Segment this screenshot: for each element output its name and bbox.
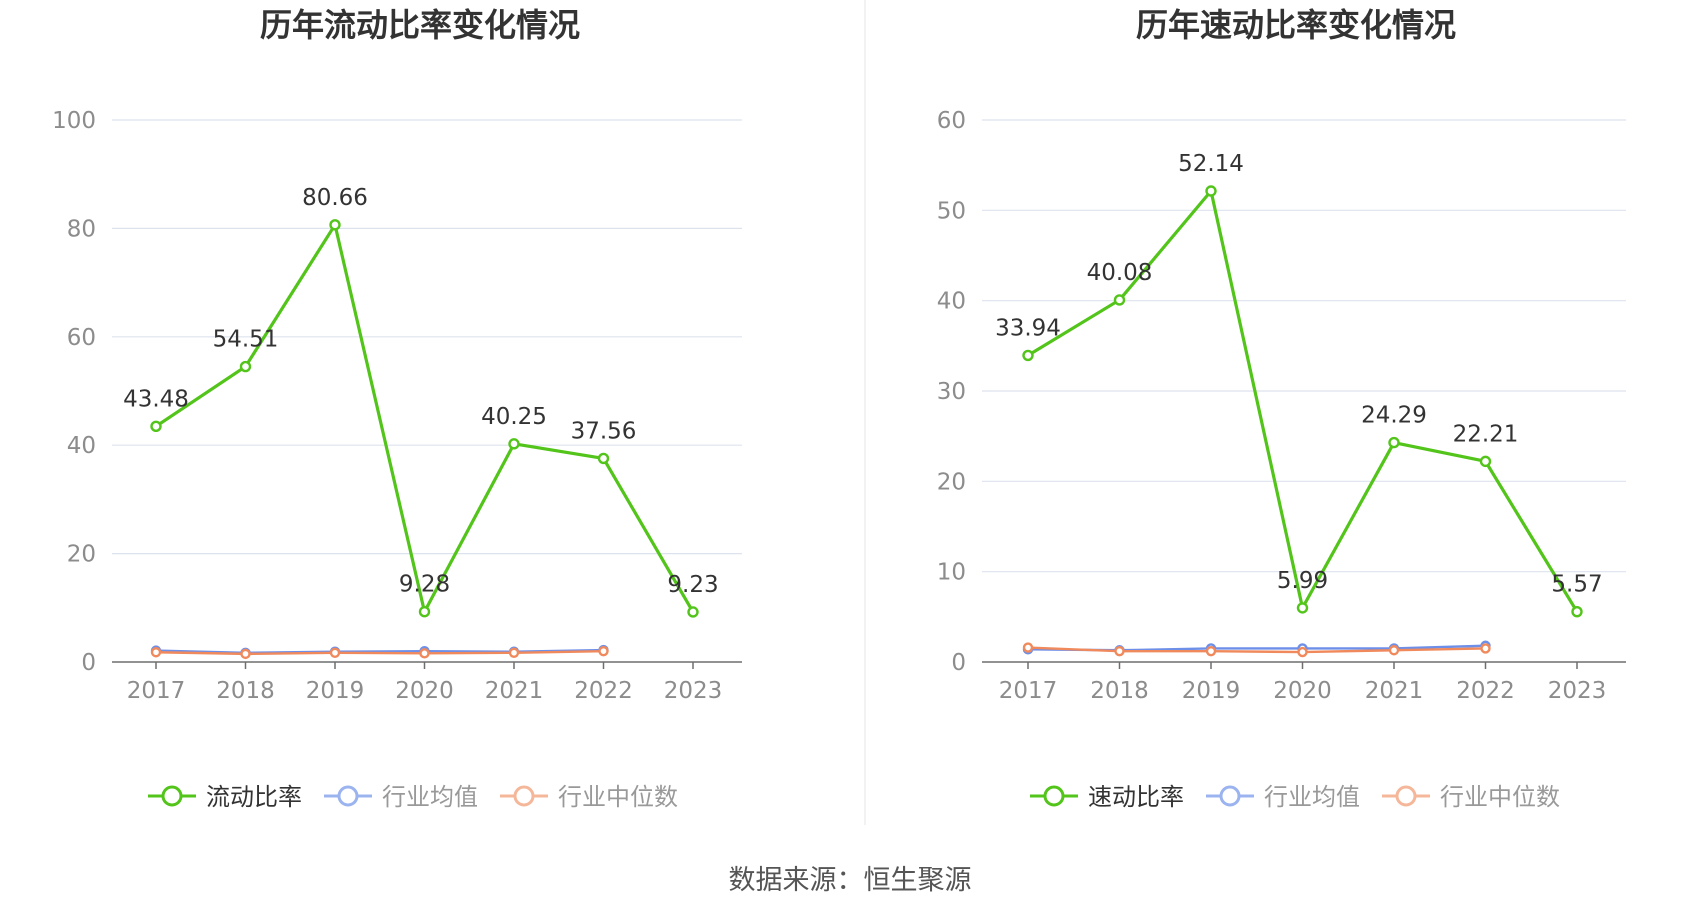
legend-item: 行业均值 [324, 783, 478, 811]
legend-marker-icon [337, 785, 359, 807]
x-tick-label: 2021 [485, 678, 544, 704]
legend: 流动比率 行业均值 行业中位数 [148, 783, 678, 811]
y-tick-label: 40 [937, 289, 966, 315]
data-point-2 [240, 648, 251, 660]
data-point-2 [1388, 645, 1400, 656]
data-point-0 [1022, 349, 1034, 362]
data-label: 43.48 [123, 386, 189, 412]
data-point-0 [1296, 602, 1309, 614]
series-line-0 [1027, 189, 1579, 613]
x-tick-label: 2019 [1182, 678, 1241, 704]
data-point-2 [419, 648, 430, 659]
data-point-0 [508, 438, 520, 450]
data-point-0 [239, 360, 252, 373]
x-tick-label: 2020 [395, 678, 454, 704]
legend-marker-icon [1219, 785, 1241, 807]
legend-marker-icon [1043, 785, 1065, 807]
series-line-2 [1027, 646, 1486, 654]
x-tick-label: 2018 [1090, 678, 1149, 704]
y-tick-label: 60 [67, 325, 96, 351]
x-tick-label: 2017 [999, 678, 1058, 704]
y-tick-label: 10 [937, 560, 966, 586]
legend-label: 速动比率 [1088, 783, 1184, 811]
data-label: 9.28 [399, 572, 450, 598]
data-point-0 [1571, 605, 1583, 618]
y-tick-label: 0 [81, 650, 96, 676]
x-tick-label: 2023 [664, 678, 723, 704]
x-tick-label: 2017 [127, 678, 186, 704]
x-tick-label: 2022 [574, 678, 633, 704]
data-point-0 [1479, 455, 1492, 468]
legend-label: 行业中位数 [558, 783, 678, 811]
data-label: 5.57 [1551, 572, 1602, 598]
data-label: 52.14 [1178, 151, 1244, 177]
y-tick-label: 40 [67, 433, 96, 459]
series-line-2 [155, 649, 604, 656]
x-tick-label: 2021 [1365, 678, 1424, 704]
y-tick-label: 60 [937, 108, 966, 134]
x-tick-label: 2019 [306, 678, 365, 704]
data-label: 9.23 [667, 572, 718, 598]
x-tick-label: 2018 [216, 678, 275, 704]
data-label: 24.29 [1361, 403, 1427, 429]
data-point-0 [150, 420, 162, 433]
legend-marker-icon [1395, 785, 1417, 807]
data-label: 54.51 [213, 327, 279, 353]
y-tick-label: 0 [951, 650, 966, 676]
legend-item: 行业中位数 [1382, 783, 1560, 811]
data-point-0 [597, 452, 610, 465]
data-label: 40.25 [481, 404, 547, 430]
legend-marker-icon [161, 785, 183, 807]
data-point-0 [418, 606, 431, 618]
legend-item: 行业中位数 [500, 783, 678, 811]
data-label: 22.21 [1453, 421, 1519, 447]
y-tick-label: 30 [937, 379, 966, 405]
data-point-0 [329, 219, 341, 231]
quick-ratio-chart: 历年速动比率变化情况 0 10 20 30 40 50 60 2017 2018 2019 2020 2… [937, 6, 1626, 811]
data-point-2 [1205, 645, 1217, 657]
y-tick-label: 100 [52, 108, 96, 134]
data-label: 33.94 [995, 315, 1061, 341]
data-point-0 [687, 606, 699, 618]
data-point-0 [1205, 185, 1217, 197]
y-tick-label: 20 [67, 542, 96, 568]
current-ratio-chart: 历年流动比率变化情况 0 20 40 60 80 100 2017 2018 2019 2020 20… [52, 6, 742, 811]
x-tick-label: 2022 [1456, 678, 1515, 704]
legend-label: 行业中位数 [1440, 783, 1560, 811]
data-label: 40.08 [1087, 260, 1153, 286]
legend-item: 行业均值 [1206, 783, 1360, 811]
legend-marker-icon [513, 785, 535, 807]
x-tick-label: 2020 [1273, 678, 1332, 704]
data-point-0 [1388, 436, 1400, 449]
legend-item: 速动比率 [1030, 783, 1184, 811]
legend-item: 流动比率 [148, 783, 302, 811]
chart-title: 历年速动比率变化情况 [1136, 6, 1456, 44]
data-label: 5.99 [1277, 568, 1328, 594]
legend-label: 流动比率 [206, 783, 302, 811]
legend-label: 行业均值 [1264, 783, 1360, 811]
data-point-2 [1480, 643, 1491, 654]
y-tick-label: 20 [937, 469, 966, 495]
y-tick-label: 80 [67, 216, 96, 242]
legend-label: 行业均值 [382, 783, 478, 811]
data-label: 80.66 [302, 185, 368, 211]
data-point-2 [1114, 645, 1125, 657]
data-label: 37.56 [571, 418, 637, 444]
y-tick-label: 50 [937, 198, 966, 224]
x-tick-label: 2023 [1548, 678, 1607, 704]
data-source-label: 数据来源：恒生聚源 [728, 865, 972, 896]
data-point-2 [508, 647, 520, 658]
data-point-2 [150, 647, 162, 658]
data-point-2 [329, 647, 341, 658]
data-point-2 [1297, 646, 1308, 658]
data-point-2 [1022, 642, 1034, 653]
chart-title: 历年流动比率变化情况 [260, 6, 580, 44]
legend: 速动比率 行业均值 行业中位数 [1030, 783, 1560, 811]
data-point-0 [1113, 294, 1126, 306]
data-point-2 [598, 645, 609, 657]
